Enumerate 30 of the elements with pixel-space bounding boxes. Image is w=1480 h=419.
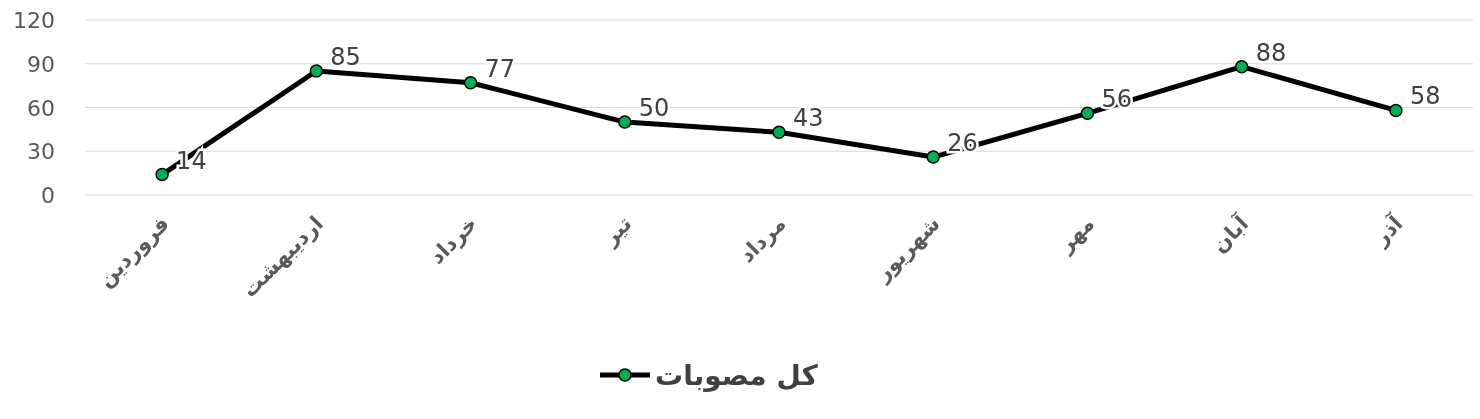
point	[155, 167, 169, 182]
x-tick-label: مهر	[1053, 211, 1099, 258]
x-tick-label: شهریور	[870, 211, 945, 287]
data-label: 77	[484, 54, 516, 83]
point	[772, 125, 786, 140]
point	[463, 75, 478, 90]
point	[309, 64, 324, 78]
y-tick-label: 90	[27, 51, 55, 77]
x-tick-label: مرداد	[734, 211, 791, 268]
point	[1234, 59, 1249, 74]
data-label: 85	[330, 43, 361, 72]
point	[1080, 106, 1095, 121]
x-tick-label: فروردین	[93, 211, 174, 292]
data-label: 58	[1409, 82, 1441, 111]
data-label: 88	[1255, 38, 1287, 67]
y-tick-label: 0	[41, 183, 55, 208]
y-tick-label: 30	[27, 139, 55, 165]
x-tick-label: آبان	[1206, 210, 1254, 258]
point	[618, 115, 632, 129]
x-tick-label: خرداد	[424, 211, 483, 269]
x-tick-label: اردیبهشت	[237, 211, 328, 303]
x-tick-label: تیر	[597, 211, 637, 251]
x-tick-label: آذر	[1367, 210, 1408, 251]
data-label: 50	[638, 94, 670, 123]
y-tick-label: 120	[13, 8, 55, 33]
y-tick-label: 60	[27, 95, 55, 121]
data-label: 43	[793, 104, 824, 133]
point	[926, 150, 940, 164]
legend-label: کل مصوبات	[655, 359, 819, 392]
point	[1389, 103, 1403, 118]
